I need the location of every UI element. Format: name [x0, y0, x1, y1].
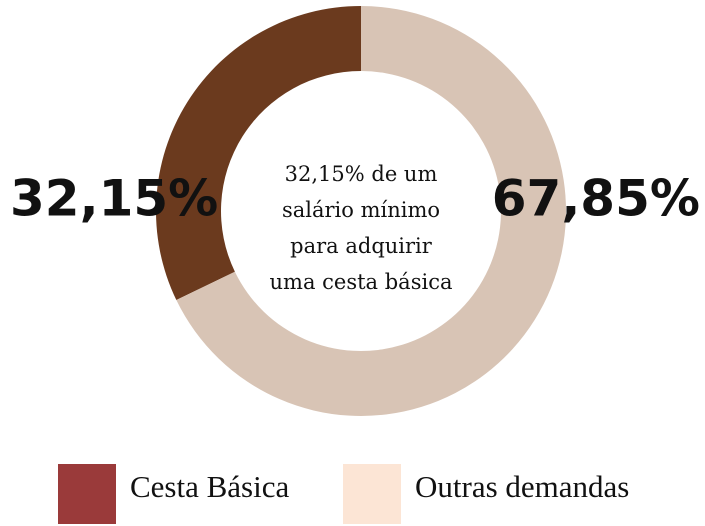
- legend-swatch: [58, 464, 116, 524]
- value-label: 67,85%: [492, 170, 700, 228]
- slice: [176, 6, 566, 416]
- slice: [155, 6, 361, 301]
- legend-label: Cesta Básica: [130, 469, 289, 504]
- legend-swatch: [343, 464, 401, 524]
- legend-label: Outras demandas: [415, 469, 629, 504]
- center-text: 32,15% de um salário mínimo para adquiri…: [269, 162, 453, 294]
- value-label: 32,15%: [10, 170, 218, 228]
